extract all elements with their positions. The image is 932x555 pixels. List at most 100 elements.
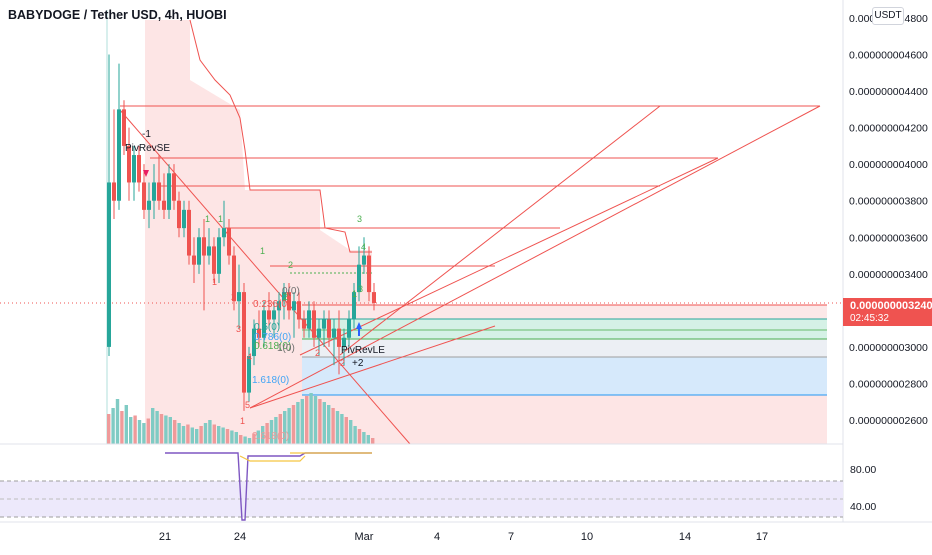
volume-bar <box>168 417 172 444</box>
volume-bar <box>327 405 331 444</box>
candle-body <box>142 182 146 210</box>
volume-bar <box>331 408 335 444</box>
candle-body <box>167 173 171 210</box>
candle-body <box>177 200 181 229</box>
volume-bar <box>159 414 164 444</box>
volume-bar <box>151 408 155 444</box>
td-count-label: 2 <box>283 292 288 302</box>
candle-body <box>132 155 136 183</box>
time-tick-label: 7 <box>508 531 514 543</box>
buy-arrow-icon <box>356 322 362 329</box>
pivrev-short-label: PivRevSE <box>125 143 170 154</box>
trend-line <box>339 105 661 356</box>
candle-body <box>192 255 196 265</box>
volume-bar <box>190 427 194 444</box>
volume-bar <box>173 420 177 444</box>
volume-bar <box>230 430 234 444</box>
td-count-label: 3 <box>236 324 241 334</box>
volume-bar <box>335 411 340 444</box>
volume-bar <box>278 414 282 444</box>
volume-bar <box>181 426 186 444</box>
td-count-label: 1 <box>205 214 210 224</box>
volume-bar <box>252 433 256 444</box>
td-count-label: 4 <box>361 242 366 252</box>
volume-bar <box>265 423 269 444</box>
volume-bar <box>155 411 159 444</box>
fib-level-label: 0.786(0) <box>254 332 291 343</box>
candle-body <box>312 310 316 338</box>
volume-bar <box>300 399 304 444</box>
candle-body <box>247 356 251 393</box>
candle-body <box>237 292 241 302</box>
volume-bar <box>318 399 322 444</box>
candle-body <box>242 292 246 393</box>
volume-bar <box>344 417 348 444</box>
candle-body <box>297 301 301 320</box>
candle-body <box>327 319 331 338</box>
currency-button[interactable]: USDT <box>872 7 904 25</box>
time-tick-label: 21 <box>159 531 171 543</box>
candle-body <box>107 182 111 347</box>
volume-bar <box>239 435 243 444</box>
candle-body <box>307 310 311 329</box>
zone-blue <box>302 357 827 395</box>
price-tick-label: 0.000000002800 <box>849 378 928 390</box>
candle-body <box>262 310 266 338</box>
price-tick-label: 0.000000004200 <box>849 123 928 135</box>
volume-bar <box>199 426 203 444</box>
volume-bar <box>120 411 124 444</box>
candle-body <box>282 292 286 302</box>
candle-body <box>187 209 191 256</box>
volume-bar <box>283 411 287 444</box>
volume-bar <box>225 429 230 444</box>
pivrev-long-count: +2 <box>352 358 364 369</box>
volume-bar <box>186 424 190 444</box>
price-tick-label: 0.000000003800 <box>849 196 928 208</box>
candle-body <box>337 328 341 347</box>
resistance-step-line <box>189 19 372 253</box>
td-count-label: 1 <box>240 416 245 426</box>
price-tick-label: 0.000000002600 <box>849 415 928 427</box>
pivrev-long-label: PivRevLE <box>341 345 385 356</box>
candle-body <box>212 246 216 274</box>
zone-green <box>302 319 827 339</box>
volume-bar <box>247 438 252 444</box>
volume-bar <box>234 432 238 444</box>
volume-bar <box>366 435 370 444</box>
volume-bar <box>221 427 225 444</box>
candle-body <box>277 301 281 311</box>
candle-body <box>172 173 176 201</box>
candle-body <box>152 182 156 201</box>
volume-bar <box>362 432 366 444</box>
candle-body <box>322 319 326 329</box>
price-tick-label: 0.000000004600 <box>849 50 928 62</box>
volume-bar <box>129 417 133 444</box>
volume-bar <box>313 396 318 444</box>
trend-line <box>299 157 719 356</box>
fib-level-label: 2.618(0) <box>252 431 289 442</box>
volume-bar <box>137 420 142 444</box>
candle-body <box>357 264 361 293</box>
pivrev-short-count: -1 <box>142 129 151 140</box>
price-tick-label: 0.000000004400 <box>849 86 928 98</box>
td-count-label: 2 <box>315 348 320 358</box>
candle-body <box>252 328 256 357</box>
fib-level-label: 1.618(0) <box>252 375 289 386</box>
candle-body <box>122 109 126 146</box>
volume-bar <box>107 414 111 444</box>
candle-body <box>257 328 261 338</box>
candle-body <box>372 292 376 304</box>
time-tick-label: 4 <box>434 531 440 543</box>
td-count-label: 1 <box>218 214 223 224</box>
volume-bar <box>305 396 309 444</box>
volume-bar <box>274 417 278 444</box>
volume-bar <box>243 436 247 444</box>
candle-body <box>232 255 236 302</box>
td-count-label: 5 <box>245 400 250 410</box>
td-count-label: 2 <box>231 292 236 302</box>
candle-body <box>202 237 206 256</box>
sell-arrow-icon <box>143 170 149 177</box>
volume-bar <box>353 426 357 444</box>
